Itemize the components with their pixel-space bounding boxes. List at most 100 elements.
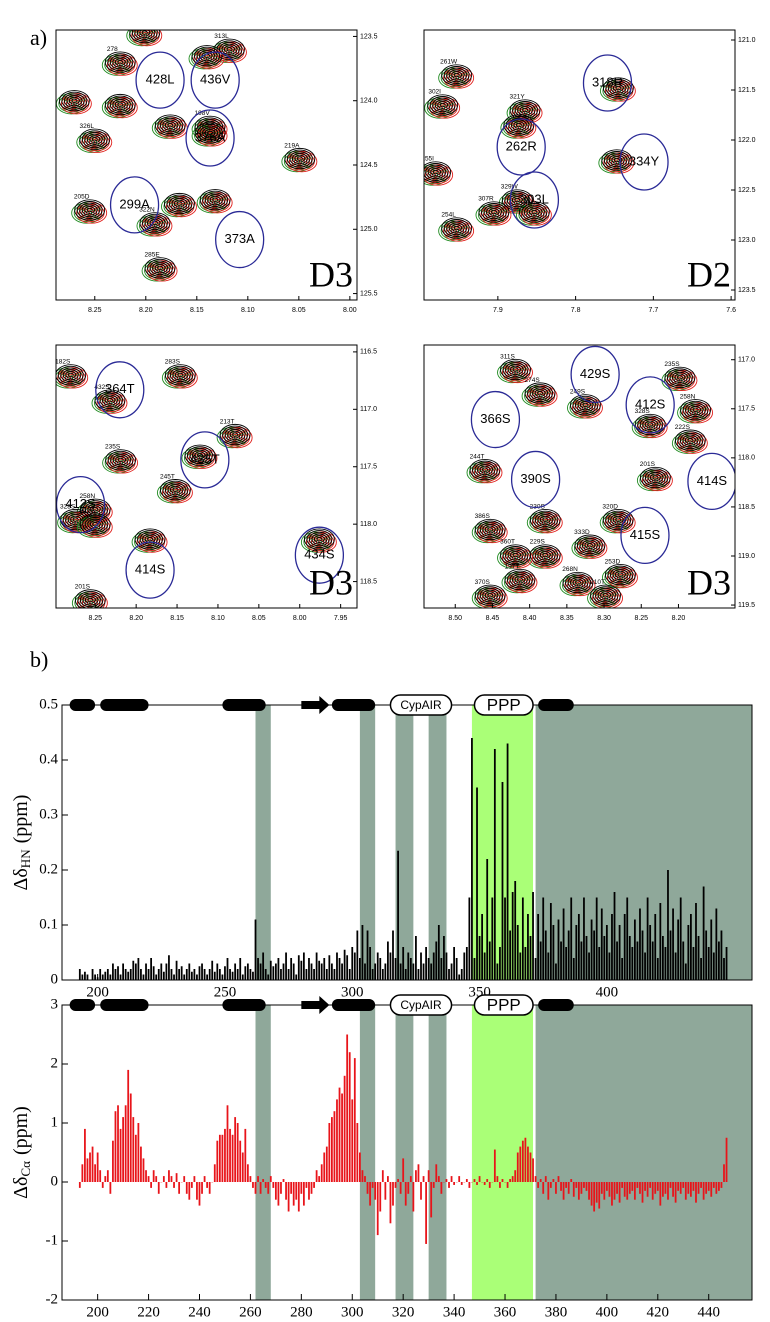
contour-ring	[142, 533, 159, 545]
contour-ring	[117, 102, 124, 107]
bar	[173, 1182, 175, 1188]
contour-ring	[451, 224, 463, 232]
peak	[567, 394, 603, 419]
contour-ring	[687, 404, 704, 416]
bar	[542, 1182, 545, 1194]
contour-ring	[81, 516, 113, 538]
bar	[524, 1137, 527, 1182]
bar	[608, 952, 611, 980]
bar	[338, 958, 341, 980]
contour-ring	[427, 166, 444, 178]
bar	[636, 1182, 639, 1188]
y-tick-label: 3	[51, 996, 59, 1012]
peak-label: 370S	[475, 579, 491, 586]
bar	[277, 958, 280, 980]
helix	[538, 699, 574, 711]
bar	[132, 1117, 135, 1182]
contour-ring	[286, 149, 313, 168]
x-tick-label: 8.15	[170, 615, 184, 622]
bar	[511, 1176, 514, 1182]
bar	[249, 1176, 252, 1182]
bar	[407, 952, 410, 980]
contour-ring	[481, 203, 507, 221]
bar	[188, 963, 191, 980]
y-tick-label: 0.1	[39, 916, 58, 932]
bar	[628, 936, 631, 980]
contour-ring	[682, 400, 709, 419]
bar	[381, 969, 384, 980]
peak-label: 283S	[165, 359, 181, 366]
contour-ring	[84, 516, 106, 532]
contour-ring	[306, 530, 333, 549]
x-tick-label: 340	[443, 1304, 466, 1320]
bar	[448, 1182, 450, 1188]
contour-ring	[219, 423, 251, 446]
bar	[473, 958, 476, 980]
bar	[575, 925, 578, 980]
bar	[677, 919, 680, 980]
circled-label: 435T	[190, 451, 220, 466]
y-tick-label: -1	[46, 1232, 59, 1248]
circled-peak: 435T	[180, 431, 230, 489]
bar	[297, 1182, 300, 1212]
bar	[588, 1182, 590, 1200]
bar	[384, 1182, 387, 1200]
bar	[246, 963, 249, 980]
peak-label: 210T	[590, 579, 605, 586]
bar	[544, 1176, 547, 1182]
y-label-unit: (ppm)	[10, 795, 32, 844]
contour-ring	[56, 364, 87, 386]
contour-ring	[607, 80, 629, 96]
contour-ring	[70, 515, 82, 524]
bar	[239, 958, 242, 980]
contour-ring	[81, 204, 98, 216]
contour-ring	[487, 593, 494, 598]
circled-peak: 366S	[470, 390, 521, 449]
bar	[493, 1149, 496, 1182]
peak	[671, 429, 708, 454]
bar	[417, 969, 420, 980]
contour-ring	[197, 453, 203, 458]
contour-ring	[491, 209, 497, 215]
bar	[404, 1182, 407, 1206]
contour-ring	[204, 129, 216, 137]
bar	[86, 1158, 89, 1182]
bar	[389, 952, 392, 980]
y-tick-label: 1	[51, 1114, 59, 1130]
highlight-circle	[180, 431, 230, 489]
bar	[361, 1170, 364, 1182]
bar	[654, 914, 657, 980]
contour-ring	[612, 515, 624, 524]
highlight-band	[395, 1005, 414, 1300]
y-tick-label: 121.5	[738, 87, 756, 94]
bar	[150, 958, 153, 980]
bar	[127, 971, 130, 980]
highlight-circle	[95, 361, 145, 419]
bar	[369, 947, 371, 980]
peak-label: 254L	[441, 212, 456, 219]
bar	[96, 1152, 99, 1182]
peak-label: 245T	[160, 473, 175, 480]
bar	[216, 1140, 219, 1182]
contour-ring	[474, 584, 506, 606]
contour-ring	[142, 213, 168, 232]
x-tick-label: 280	[290, 1304, 313, 1320]
peak	[571, 534, 608, 559]
bar	[595, 897, 598, 980]
bar	[412, 963, 415, 980]
helix	[538, 999, 574, 1011]
peak	[501, 568, 538, 594]
contour-ring	[639, 466, 671, 489]
bar	[504, 897, 506, 980]
bar	[723, 1164, 725, 1182]
contour-ring	[167, 365, 194, 384]
bar	[392, 1182, 394, 1206]
contour-ring	[286, 150, 318, 173]
contour-ring	[162, 480, 189, 499]
peak	[188, 45, 225, 70]
bar	[537, 914, 540, 980]
bar	[147, 1176, 150, 1182]
contour-ring	[94, 389, 126, 411]
peak-label: 182S	[55, 359, 71, 366]
bar	[104, 971, 107, 980]
